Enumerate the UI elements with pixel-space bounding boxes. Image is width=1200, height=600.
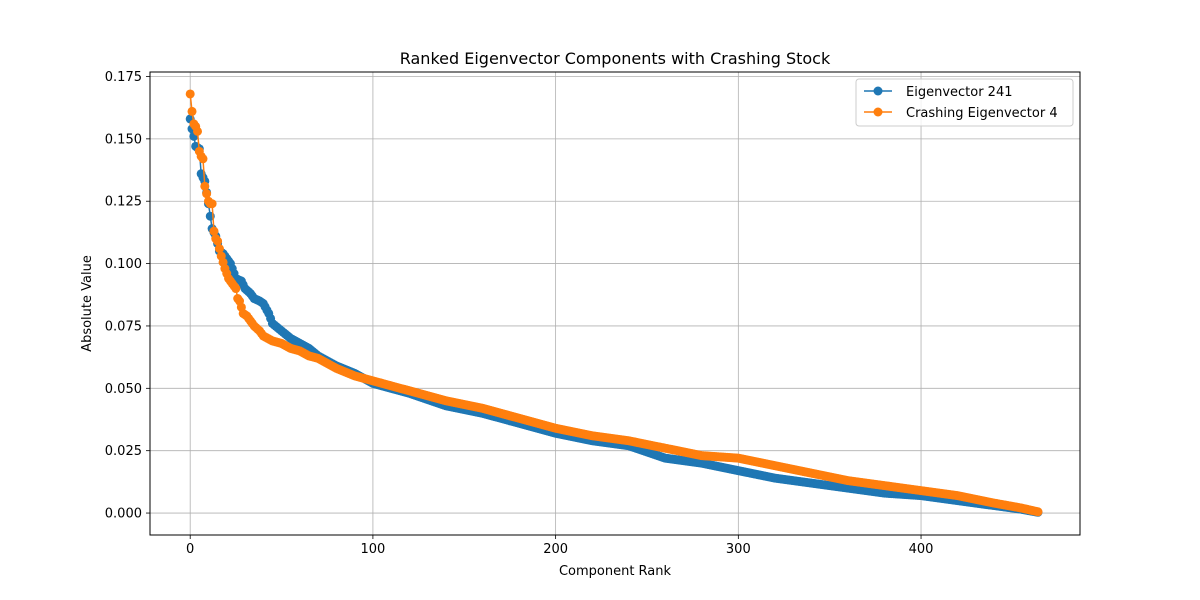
y-tick-label: 0.150 xyxy=(105,132,142,147)
plot-frame xyxy=(149,71,1081,536)
data-point-crashing-eigenvector-4 xyxy=(198,154,208,164)
x-tick-label: 100 xyxy=(360,542,385,557)
legend-marker-eigenvector-241 xyxy=(873,86,883,96)
data-point-crashing-eigenvector-4 xyxy=(213,236,223,246)
legend-label-crashing-eigenvector-4: Crashing Eigenvector 4 xyxy=(906,106,1058,121)
y-tick-label: 0.175 xyxy=(105,70,142,85)
y-tick-label: 0.050 xyxy=(105,382,142,397)
series-crashing-eigenvector-4 xyxy=(185,89,1043,517)
y-axis-label: Absolute Value xyxy=(80,255,95,352)
data-point-crashing-eigenvector-4 xyxy=(1033,507,1043,517)
plot-area xyxy=(150,72,1080,535)
legend-label-eigenvector-241: Eigenvector 241 xyxy=(906,85,1013,100)
axis-ticks: 0 100 200 300 400 0.000 0.025 0.050 0.075 0.100 0.… xyxy=(105,70,934,557)
data-point-crashing-eigenvector-4 xyxy=(193,126,202,136)
x-tick-label: 400 xyxy=(909,542,934,557)
y-tick-label: 0.125 xyxy=(105,195,142,210)
y-tick-label: 0.100 xyxy=(105,257,142,272)
x-tick-label: 200 xyxy=(543,542,568,557)
data-point-crashing-eigenvector-4 xyxy=(231,284,241,294)
x-tick-label: 300 xyxy=(726,542,751,557)
data-point-crashing-eigenvector-4 xyxy=(187,106,197,116)
y-tick-label: 0.075 xyxy=(105,319,142,334)
y-tick-label: 0.000 xyxy=(105,507,142,522)
data-point-crashing-eigenvector-4 xyxy=(214,244,224,254)
series-layer xyxy=(185,89,1043,517)
chart-title: Ranked Eigenvector Components with Crash… xyxy=(400,49,831,68)
legend: Eigenvector 241 Crashing Eigenvector 4 xyxy=(855,78,1074,127)
data-point-crashing-eigenvector-4 xyxy=(185,89,195,99)
x-axis-label: Component Rank xyxy=(559,564,672,579)
data-point-crashing-eigenvector-4 xyxy=(207,199,217,209)
data-point-crashing-eigenvector-4 xyxy=(209,226,219,236)
grid xyxy=(150,72,1080,535)
x-tick-label: 0 xyxy=(186,542,194,557)
data-point-crashing-eigenvector-4 xyxy=(200,181,210,191)
y-tick-label: 0.025 xyxy=(105,444,142,459)
legend-marker-crashing-eigenvector-4 xyxy=(873,107,883,117)
data-point-crashing-eigenvector-4 xyxy=(202,189,212,199)
legend-frame xyxy=(855,78,1074,127)
